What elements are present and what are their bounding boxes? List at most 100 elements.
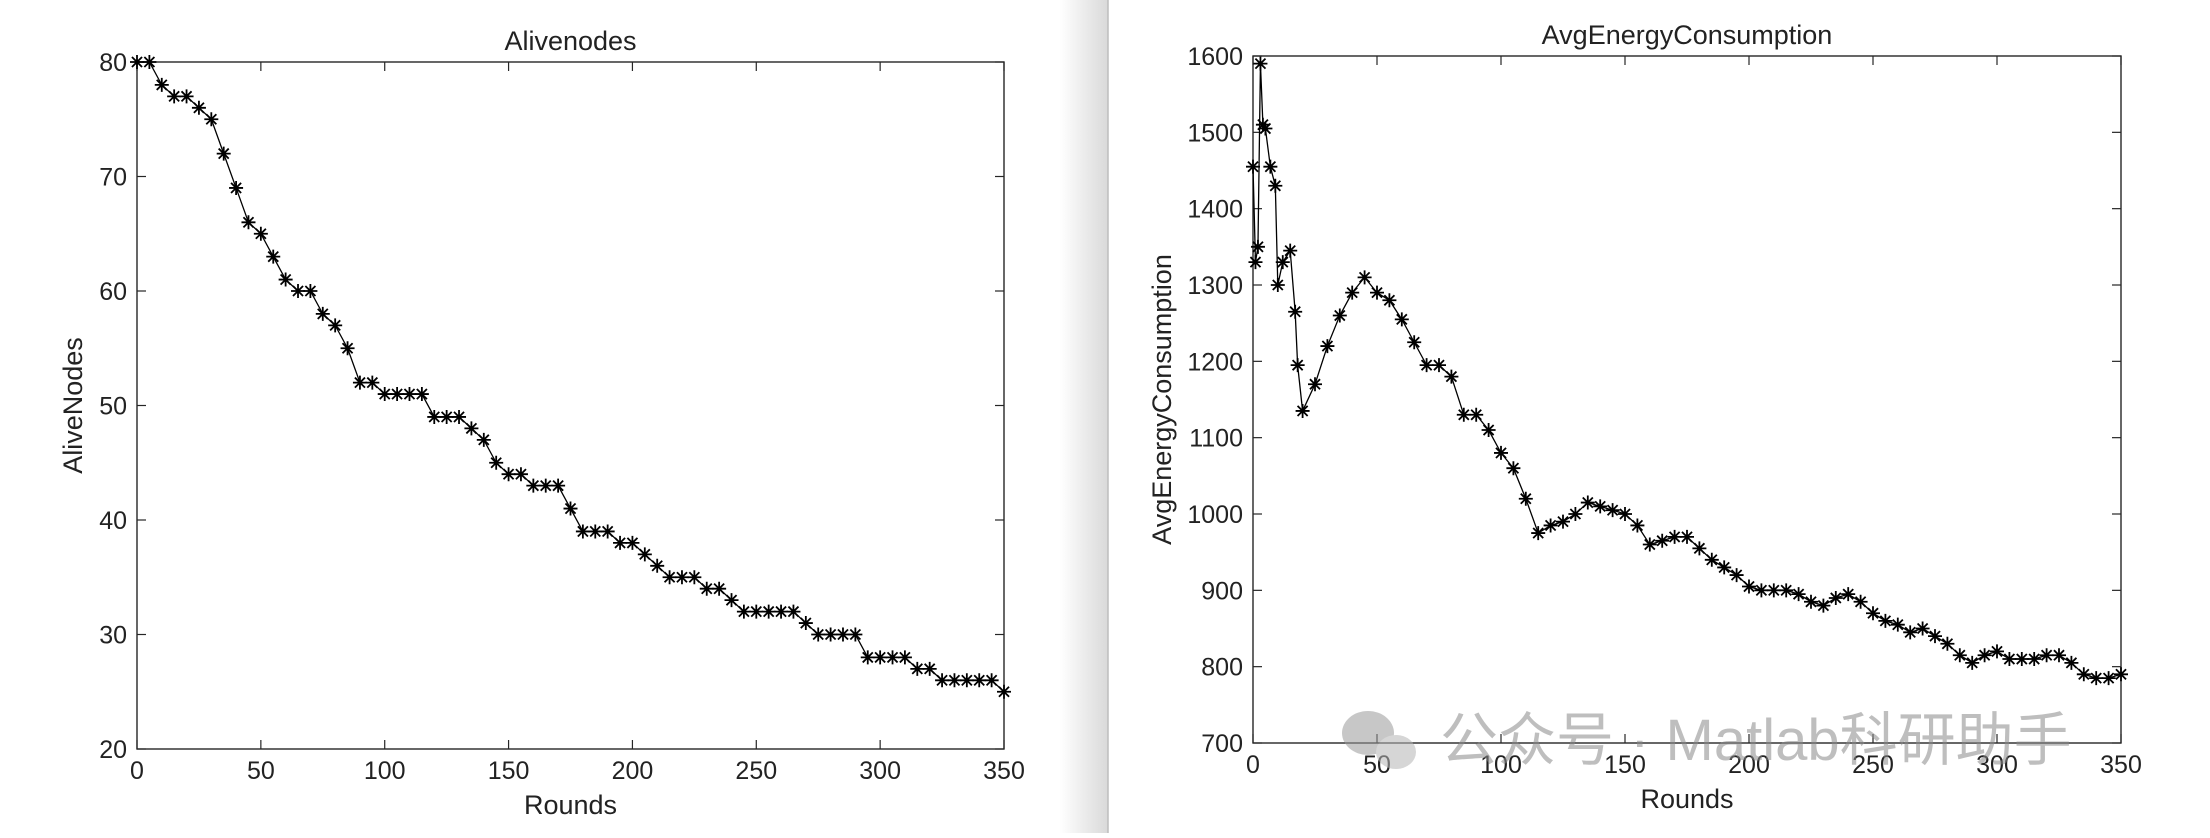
data-marker [1308, 377, 1322, 392]
data-marker [1742, 579, 1756, 594]
data-marker [662, 570, 677, 585]
data-marker [1394, 312, 1409, 327]
data-marker [1692, 541, 1707, 556]
y-tick-label: 80 [99, 49, 127, 77]
data-marker [1903, 625, 1918, 640]
x-tick-label: 0 [1246, 751, 1260, 779]
data-marker [1531, 526, 1546, 541]
data-marker [1506, 461, 1521, 476]
data-marker [1605, 503, 1620, 518]
y-tick-label: 800 [1201, 654, 1243, 682]
x-tick-label: 100 [364, 757, 406, 785]
data-marker [328, 318, 343, 333]
data-marker [674, 570, 689, 585]
data-marker [1680, 529, 1694, 544]
data-marker [1791, 587, 1806, 602]
data-marker [1250, 239, 1265, 254]
x-tick-label: 100 [1480, 751, 1522, 779]
data-marker [1290, 358, 1305, 373]
data-marker [191, 100, 206, 115]
y-tick-label: 1600 [1187, 43, 1243, 71]
y-axis-label: AvgEnergyConsumption [1147, 254, 1177, 545]
data-marker [303, 284, 318, 298]
y-tick-label: 60 [99, 278, 127, 306]
y-tick-label: 1200 [1187, 348, 1243, 376]
data-marker [736, 604, 751, 619]
data-marker [947, 673, 962, 688]
plot-area [1252, 55, 2122, 744]
data-marker [167, 89, 182, 104]
x-tick-label: 250 [1852, 751, 1894, 779]
data-marker [1866, 606, 1880, 621]
data-marker [774, 604, 789, 619]
data-marker [130, 55, 144, 69]
data-marker [216, 146, 231, 161]
data-marker [1965, 655, 1980, 670]
data-marker [835, 627, 850, 642]
window-shadow [1060, 0, 1108, 833]
data-marker [1494, 445, 1508, 460]
y-tick-label: 700 [1201, 730, 1243, 758]
data-marker [1295, 403, 1310, 418]
data-marker [1543, 518, 1558, 533]
data-marker [1407, 335, 1422, 350]
data-marker [365, 375, 380, 390]
data-marker [526, 478, 541, 493]
data-marker [563, 501, 578, 516]
y-tick-label: 30 [99, 622, 127, 650]
y-tick-label: 20 [99, 736, 127, 764]
data-marker [241, 215, 256, 230]
data-marker [910, 661, 925, 676]
data-marker [687, 570, 702, 585]
data-marker [1928, 629, 1942, 644]
data-marker [1382, 293, 1397, 308]
data-marker [873, 650, 888, 665]
data-marker [1518, 491, 1533, 506]
data-marker [1642, 537, 1657, 552]
data-marker [1270, 278, 1285, 292]
x-axis-label: Rounds [524, 790, 617, 820]
data-marker [2114, 667, 2128, 682]
data-marker [1345, 285, 1360, 300]
data-marker [761, 604, 776, 619]
data-marker [1419, 358, 1434, 373]
x-tick-label: 50 [247, 757, 275, 785]
watermark-icon [1376, 735, 1416, 769]
data-marker [1248, 255, 1263, 270]
data-marker [1754, 583, 1769, 598]
data-marker [1568, 507, 1583, 521]
data-marker [811, 627, 826, 642]
data-marker [2052, 648, 2066, 663]
data-marker [2002, 652, 2017, 667]
data-marker [1432, 358, 1446, 373]
data-marker [2101, 671, 2116, 686]
data-marker [1667, 529, 1682, 544]
data-marker [1370, 285, 1384, 300]
x-axis-label: Rounds [1640, 784, 1733, 814]
data-marker [2064, 655, 2079, 670]
y-tick-label: 50 [99, 393, 127, 421]
data-marker [823, 627, 838, 642]
data-marker [414, 387, 429, 402]
x-tick-label: 150 [488, 757, 530, 785]
data-marker [848, 627, 863, 642]
data-marker [352, 375, 367, 390]
data-marker [1556, 514, 1570, 529]
data-marker [2014, 652, 2029, 667]
data-marker [1481, 423, 1496, 438]
data-marker [464, 421, 479, 436]
y-tick-label: 1300 [1187, 272, 1243, 300]
data-marker [1804, 594, 1818, 609]
data-marker [315, 306, 330, 321]
x-tick-label: 200 [1728, 751, 1770, 779]
watermark: 公众号 · Matlab科研助手 [1342, 708, 2072, 773]
x-tick-label: 250 [735, 757, 777, 785]
data-marker [959, 673, 974, 688]
data-marker [885, 650, 900, 665]
y-tick-label: 1100 [1189, 425, 1243, 453]
data-marker [1655, 533, 1670, 548]
x-tick-label: 300 [859, 757, 901, 785]
x-tick-label: 350 [2100, 751, 2142, 779]
data-marker [1253, 56, 1268, 71]
